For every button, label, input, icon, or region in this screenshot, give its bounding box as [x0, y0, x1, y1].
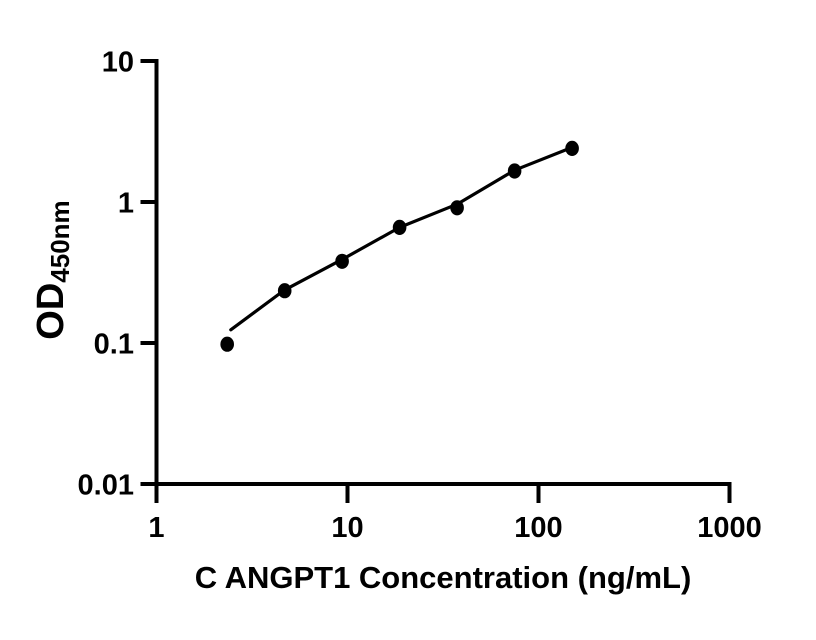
data-point: [450, 200, 464, 216]
y-tick-label: 10: [102, 47, 134, 79]
y-axis-title: OD450nm: [30, 200, 75, 339]
data-point: [277, 283, 292, 299]
data-point: [220, 336, 234, 352]
axes: 10 1 0.1 0.01 1 10 100 1000: [78, 47, 762, 545]
data-point: [335, 253, 349, 269]
x-tick-label: 1: [148, 512, 164, 544]
x-tick-label: 10: [331, 512, 363, 544]
data-point: [565, 140, 579, 156]
y-tick-label: 1: [118, 188, 134, 220]
y-tick-label: 0.1: [94, 329, 134, 361]
fit-curve-layer: [229, 145, 574, 332]
data-point: [392, 219, 407, 235]
data-point: [507, 163, 522, 179]
fit-curve-line: [229, 145, 574, 332]
y-axis-title-main: OD: [30, 283, 72, 340]
x-tick-label: 1000: [697, 512, 762, 544]
y-tick-label: 0.01: [78, 470, 134, 502]
data-points-layer: [220, 140, 579, 352]
y-axis-title-subscript: 450nm: [45, 200, 75, 282]
x-axis-title: C ANGPT1 Concentration (ng/mL): [195, 560, 692, 595]
x-tick-label: 100: [514, 512, 562, 544]
